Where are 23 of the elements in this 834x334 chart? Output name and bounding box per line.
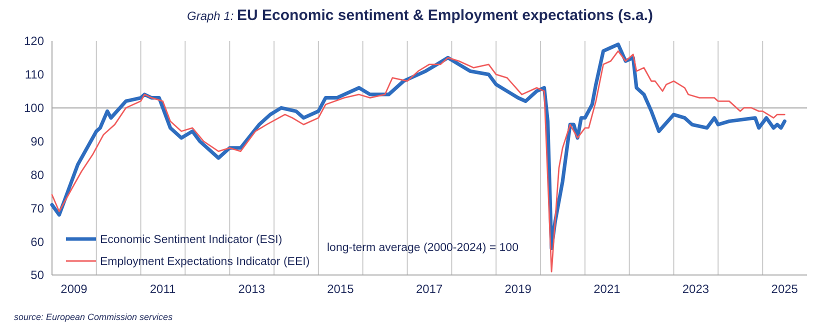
x-tick-label: 2015 xyxy=(327,282,354,296)
x-tick-label: 2011 xyxy=(150,282,176,296)
y-tick-label: 120 xyxy=(24,34,44,48)
x-tick-label: 2013 xyxy=(238,282,266,296)
chart-title: EU Economic sentiment & Employment expectations (s.a.) xyxy=(237,7,653,24)
y-tick-label: 100 xyxy=(24,101,44,116)
y-tick-label: 110 xyxy=(24,68,44,82)
annotation: long-term average (2000-2024) = 100 xyxy=(327,242,518,254)
legend-label: Employment Expectations Indicator (EEI) xyxy=(100,256,310,268)
x-tick-label: 2019 xyxy=(504,282,532,296)
y-tick-label: 50 xyxy=(30,268,44,282)
y-tick-label: 60 xyxy=(30,234,44,249)
source-note: source: European Commission services xyxy=(14,312,174,322)
x-tick-label: 2025 xyxy=(771,282,798,296)
y-tick-label: 80 xyxy=(30,168,44,182)
y-tick-label: 90 xyxy=(30,134,44,148)
x-tick-label: 2021 xyxy=(594,282,621,296)
legend-label: Economic Sentiment Indicator (ESI) xyxy=(100,234,282,246)
chart-subtitle: Graph 1: xyxy=(187,9,238,23)
x-tick-label: 2017 xyxy=(416,282,443,296)
y-tick-label: 70 xyxy=(30,201,44,216)
x-tick-label: 2023 xyxy=(682,282,710,296)
x-tick-label: 2009 xyxy=(60,282,88,296)
